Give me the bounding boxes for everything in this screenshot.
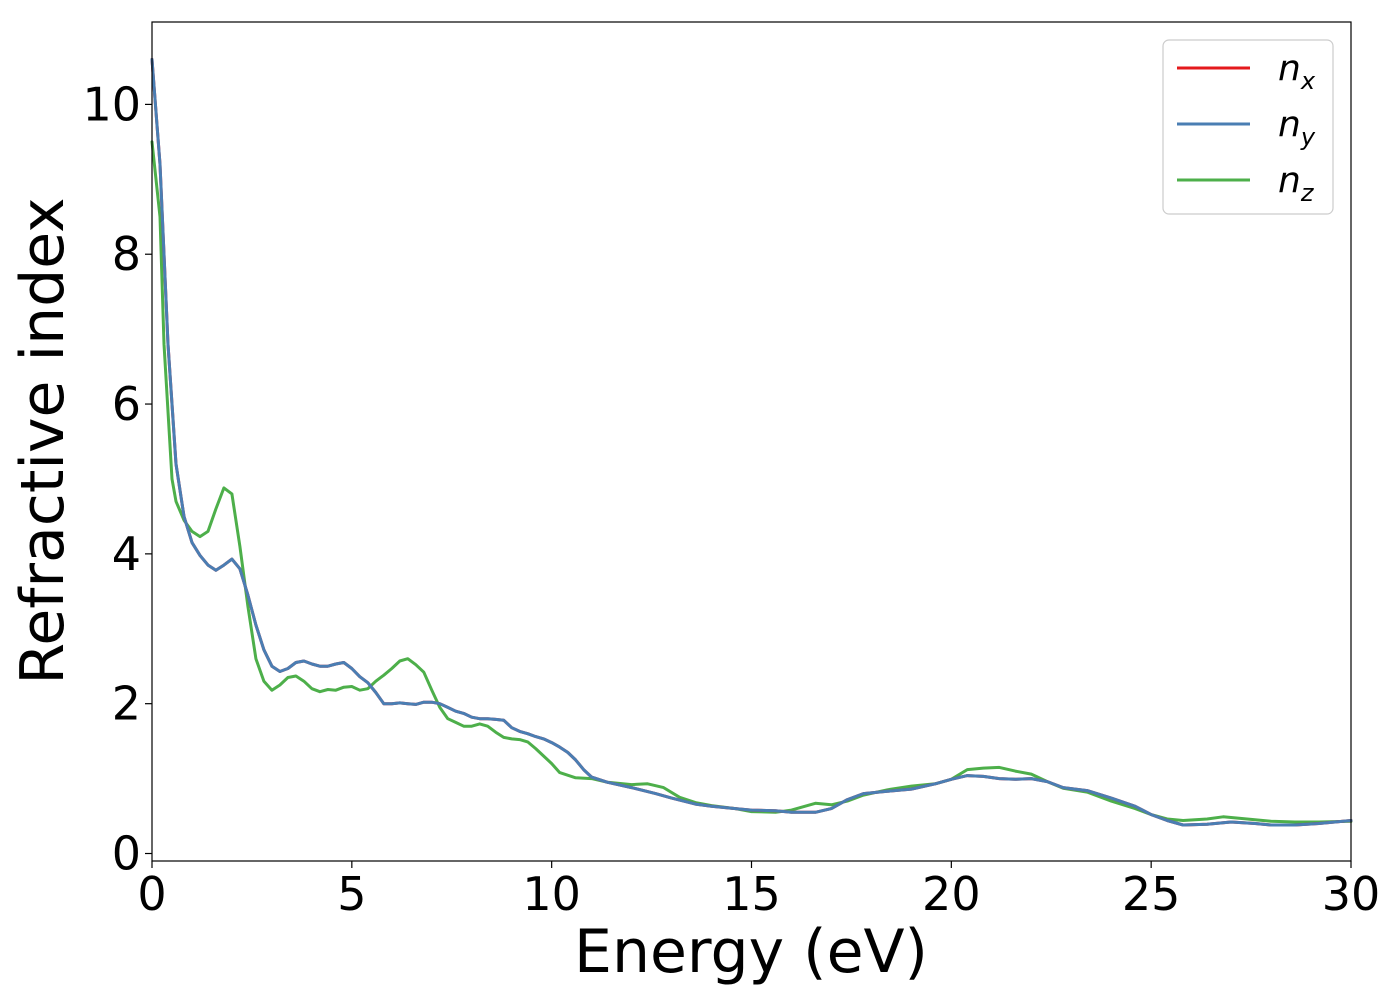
y-tick-label: 10 (82, 77, 141, 131)
x-axis-ticks: 0 5 10 15 20 25 30 (137, 861, 1380, 921)
x-tick-label: 30 (1322, 867, 1381, 921)
x-axis-label: Energy (eV) (574, 917, 928, 987)
series-layer (150, 58, 1353, 827)
x-tick-label: 0 (137, 867, 166, 921)
y-axis-ticks: 0 2 4 6 8 10 (82, 77, 152, 881)
x-tick-label: 20 (922, 867, 981, 921)
y-axis-label: Refractive index (8, 197, 78, 684)
y-tick-label: 4 (112, 527, 141, 581)
y-tick-label: 8 (112, 227, 141, 281)
y-tick-label: 2 (112, 677, 141, 731)
x-tick-label: 25 (1122, 867, 1181, 921)
x-tick-label: 10 (522, 867, 581, 921)
y-tick-label: 0 (112, 827, 141, 881)
x-tick-label: 5 (337, 867, 366, 921)
series-line-ny (150, 58, 1353, 827)
legend-box (1162, 39, 1334, 215)
x-tick-label: 15 (722, 867, 781, 921)
y-tick-label: 6 (112, 377, 141, 431)
series-line-nz (150, 140, 1353, 824)
